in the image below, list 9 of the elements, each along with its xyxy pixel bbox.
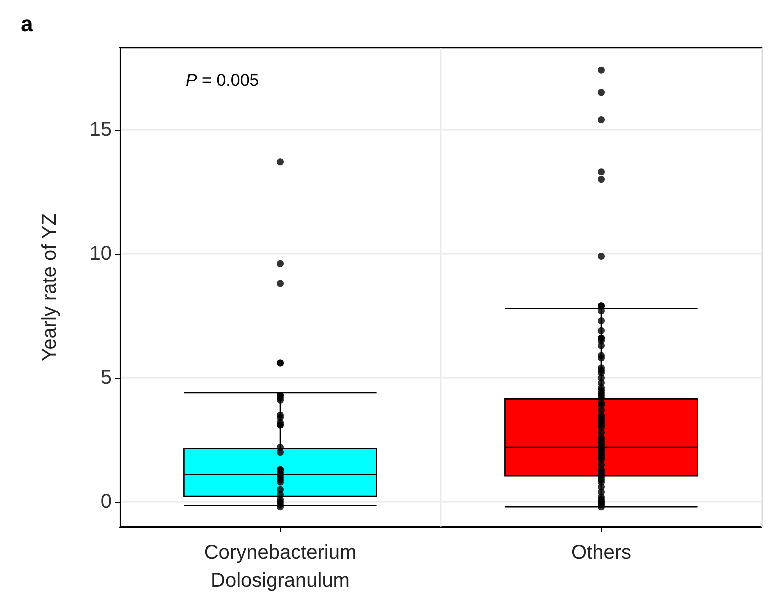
y-tick-label: 15 [90,118,112,141]
y-tick-label: 0 [100,491,112,514]
y-tick-label: 5 [100,367,112,390]
x-tick-label: Corynebacterium Dolosigranulum [204,542,357,592]
annotation: P = 0.005 [186,71,260,90]
x-tick-label: Others [571,542,632,564]
y-tick-label: 10 [90,242,112,265]
y-axis-title: Yearly rate of YZ [39,214,61,362]
chart-title: a [21,12,34,36]
